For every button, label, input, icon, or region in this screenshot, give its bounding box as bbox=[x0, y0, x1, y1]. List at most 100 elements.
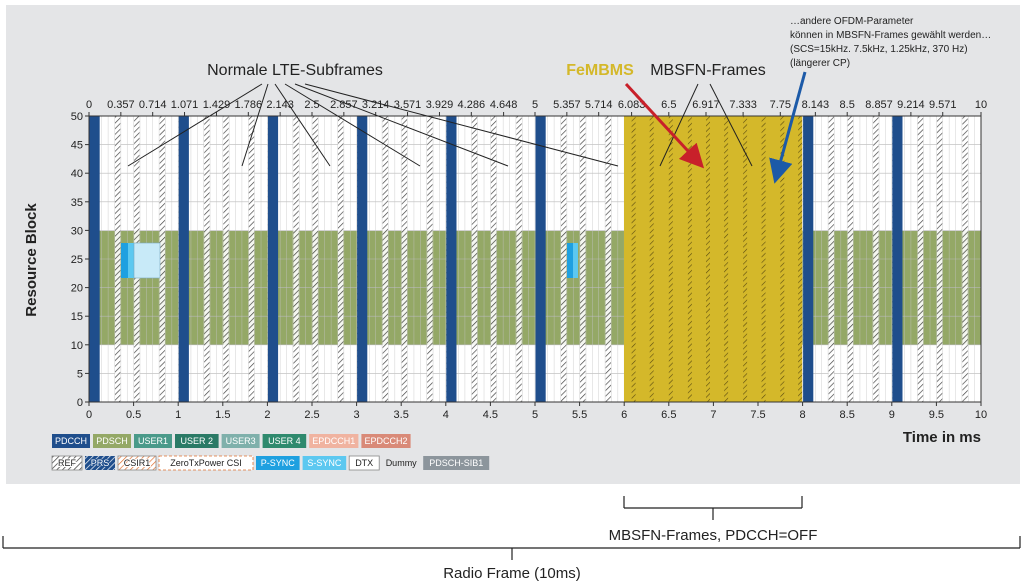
legend-label: Dummy bbox=[386, 458, 417, 468]
mbsfn-ref-column bbox=[631, 116, 636, 402]
legend-swatch bbox=[158, 455, 254, 471]
top-tick-label: 1.786 bbox=[235, 99, 263, 111]
radio-frame-label: Radio Frame (10ms) bbox=[443, 565, 581, 582]
legend-swatch bbox=[423, 456, 490, 470]
ref-column bbox=[114, 116, 121, 402]
top-tick-label: 3.214 bbox=[362, 99, 390, 111]
top-tick-label: 4.648 bbox=[490, 99, 518, 111]
top-tick-label: 6.5 bbox=[661, 99, 676, 111]
top-tick-label: 7.75 bbox=[770, 99, 791, 111]
legend-label: USER 2 bbox=[181, 436, 214, 446]
x-tick-label: 5 bbox=[532, 409, 538, 421]
normal-subframe-pointers bbox=[127, 83, 619, 167]
s-sync-block-2 bbox=[573, 243, 578, 278]
x-tick-label: 3.5 bbox=[394, 409, 409, 421]
mbsfn-frames-label: MBSFN-Frames bbox=[650, 62, 766, 79]
legend-swatch bbox=[117, 455, 157, 471]
legend-swatch bbox=[262, 434, 307, 448]
ref-column bbox=[873, 116, 879, 402]
ref-column bbox=[828, 116, 834, 402]
normal-subframes-label: Normale LTE-Subframes bbox=[207, 62, 383, 79]
top-tick-label: 8.5 bbox=[840, 99, 855, 111]
p-sync-block-2 bbox=[567, 243, 573, 278]
mbsfn-hatch-columns bbox=[631, 116, 803, 402]
mbsfn-ref-column bbox=[724, 116, 729, 402]
legend-swatch bbox=[302, 456, 347, 470]
top-tick-label: 6.083 bbox=[618, 99, 646, 111]
top-tick-label: 3.571 bbox=[394, 99, 422, 111]
ref-column bbox=[917, 116, 924, 402]
legend-label: ZeroTxPower CSI bbox=[170, 458, 242, 468]
x-tick-label: 6.5 bbox=[661, 409, 676, 421]
x-axis-label: Time in ms bbox=[903, 429, 981, 446]
y-axis-ticks: 0 5 10 15 20 25 30 35 40 45 50 bbox=[71, 111, 89, 409]
legend-swatch bbox=[221, 434, 260, 448]
legend-label: PRS bbox=[91, 458, 110, 468]
legend-label: USER1 bbox=[138, 436, 168, 446]
legend-label: EPDCCH1 bbox=[312, 436, 355, 446]
ref-column bbox=[605, 116, 611, 402]
y-tick-label: 45 bbox=[71, 140, 83, 152]
legend-label: DTX bbox=[355, 458, 373, 468]
svg-text:können in MBSFN-Frames gewählt: können in MBSFN-Frames gewählt werden… bbox=[790, 30, 991, 41]
x-tick-label: 10 bbox=[975, 409, 987, 421]
mbsfn-ref-column bbox=[798, 116, 803, 402]
y-tick-label: 30 bbox=[71, 225, 83, 237]
top-tick-label: 5 bbox=[532, 99, 538, 111]
mbsfn-bracket-label: MBSFN-Frames, PDCCH=OFF bbox=[609, 527, 818, 544]
ref-column bbox=[223, 116, 229, 402]
s-sync-block-1 bbox=[128, 243, 134, 278]
legend-label: PDCCH bbox=[55, 436, 87, 446]
y-tick-label: 35 bbox=[71, 197, 83, 209]
ref-column bbox=[471, 116, 478, 402]
top-tick-label: 6.917 bbox=[692, 99, 720, 111]
legend-label: REF bbox=[58, 458, 77, 468]
x-tick-label: 9 bbox=[889, 409, 895, 421]
legend-swatch bbox=[51, 455, 83, 471]
ref-column bbox=[293, 116, 299, 402]
ref-column bbox=[312, 116, 318, 402]
x-tick-label: 3 bbox=[354, 409, 360, 421]
ref-column bbox=[847, 116, 854, 402]
x-tick-label: 0.5 bbox=[126, 409, 141, 421]
svg-text:(längerer CP): (längerer CP) bbox=[790, 58, 850, 69]
pdcch-column bbox=[892, 116, 903, 402]
ref-column bbox=[427, 116, 433, 402]
legend-swatch bbox=[52, 434, 90, 448]
x-tick-label: 1 bbox=[175, 409, 181, 421]
x-tick-label: 1.5 bbox=[215, 409, 230, 421]
y-tick-label: 0 bbox=[77, 397, 83, 409]
legend-swatch bbox=[348, 455, 380, 471]
y-tick-label: 50 bbox=[71, 111, 83, 123]
ref-column bbox=[248, 116, 255, 402]
legend-label: PDSCH-SIB1 bbox=[429, 458, 483, 468]
x-tick-label: 0 bbox=[86, 409, 92, 421]
x-tick-label: 4.5 bbox=[483, 409, 498, 421]
top-tick-label: 8.857 bbox=[865, 99, 893, 111]
legend-label: USER 4 bbox=[268, 436, 301, 446]
pdcch-column bbox=[446, 116, 457, 402]
y-tick-label: 20 bbox=[71, 283, 83, 295]
legend-swatch bbox=[382, 456, 421, 470]
pdcch-columns bbox=[89, 116, 903, 402]
y-tick-label: 25 bbox=[71, 254, 83, 266]
ref-column bbox=[962, 116, 968, 402]
mbsfn-ref-column bbox=[780, 116, 785, 402]
x-tick-label: 7 bbox=[710, 409, 716, 421]
x-tick-label: 2 bbox=[264, 409, 270, 421]
top-tick-label: 9.571 bbox=[929, 99, 957, 111]
pdcch-column bbox=[803, 116, 814, 402]
ref-column bbox=[936, 116, 943, 402]
top-tick-label: 5.714 bbox=[585, 99, 613, 111]
legend-swatch bbox=[85, 456, 115, 470]
ofdm-param-arrow bbox=[769, 71, 807, 184]
x-tick-label: 7.5 bbox=[750, 409, 765, 421]
x-axis-ticks: 0 0.5 1 1.5 2 2.5 3 3.5 4 4.5 5 5.5 6 6.5 7 7.5 8 8.5 9 9.5… bbox=[86, 402, 987, 421]
mbsfn-ref-column bbox=[649, 116, 654, 402]
y-tick-label: 5 bbox=[77, 368, 83, 380]
top-tick-label: 0 bbox=[86, 99, 92, 111]
legend-row-1: PDCCH PDSCH USER1 USER 2 USER3 USER 4 EPDCCH1 E… bbox=[52, 434, 411, 448]
ref-column bbox=[516, 116, 522, 402]
mbsfn-ref-column bbox=[668, 116, 673, 402]
ref-column bbox=[560, 116, 567, 402]
